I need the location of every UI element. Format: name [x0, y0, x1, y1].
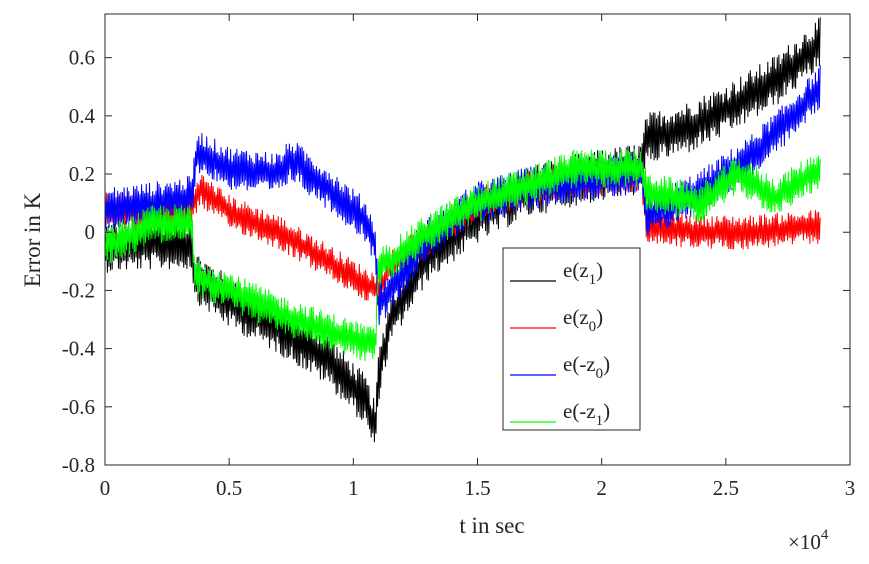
legend-label-main: e(-z — [563, 352, 596, 376]
legend-label-main: e(-z — [563, 399, 596, 423]
y-axis-label: Error in K — [20, 192, 45, 287]
series-line-4 — [104, 148, 821, 362]
legend-box — [502, 247, 641, 431]
legend-label-end: ) — [596, 258, 603, 282]
y-tick-label: -0.6 — [62, 395, 95, 419]
legend-label-main: e(z — [563, 305, 589, 329]
y-tick-label: 0.2 — [69, 162, 95, 186]
y-tick-label: -0.2 — [62, 278, 95, 302]
x-tick-label: 2 — [596, 476, 607, 500]
legend-label-3: e(-z0) — [563, 352, 610, 382]
legend-label-1: e(z1) — [563, 258, 603, 288]
y-tick-label: 0.6 — [69, 46, 95, 70]
legend-label-4: e(-z1) — [563, 399, 610, 429]
legend-label-sub: 0 — [589, 319, 597, 335]
legend-label-sub: 1 — [596, 413, 604, 429]
legend-label-2: e(z0) — [563, 305, 603, 335]
ticks-layer: 0 0.5 1 1.5 2 2.5 3 -0.8 -0.6 -0.4 -0.2 0 0.2 0.4 0.6 — [62, 14, 856, 500]
y-tick-label: -0.8 — [62, 453, 95, 477]
x-multiplier: ×104 — [788, 527, 829, 554]
x-tick-label: 1.5 — [464, 476, 490, 500]
x-multiplier-base: ×10 — [788, 530, 821, 554]
x-tick-label: 0 — [100, 476, 111, 500]
x-multiplier-exp: 4 — [821, 527, 829, 543]
series-line-3 — [104, 65, 821, 326]
series-layer — [104, 17, 821, 443]
x-tick-label: 2.5 — [713, 476, 739, 500]
legend-label-sub: 0 — [596, 366, 604, 382]
legend-label-end: ) — [596, 305, 603, 329]
x-tick-label: 1 — [348, 476, 359, 500]
legend-label-end: ) — [603, 399, 610, 423]
y-tick-label: 0.4 — [69, 104, 96, 128]
y-tick-label: 0 — [85, 220, 96, 244]
legend-label-main: e(z — [563, 258, 589, 282]
legend: e(z1)e(z0)e(-z0)e(-z1) — [502, 247, 641, 431]
x-tick-label: 3 — [845, 476, 856, 500]
x-tick-label: 0.5 — [216, 476, 242, 500]
legend-label-end: ) — [603, 352, 610, 376]
y-tick-label: -0.4 — [62, 337, 96, 361]
x-axis-label: t in sec — [459, 513, 524, 538]
legend-label-sub: 1 — [589, 272, 597, 288]
